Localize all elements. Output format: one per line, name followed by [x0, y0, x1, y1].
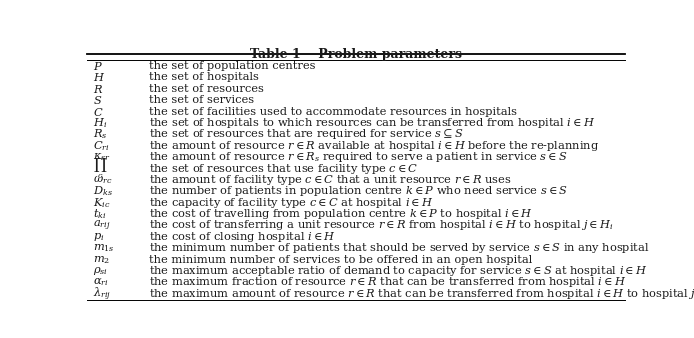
Text: Table 1    Problem parameters: Table 1 Problem parameters	[250, 48, 462, 62]
Text: the set of resources that use facility type $c \in C$: the set of resources that use facility t…	[149, 162, 418, 175]
Text: the capacity of facility type $c \in C$ at hospital $i \in H$: the capacity of facility type $c \in C$ …	[149, 196, 433, 210]
Text: the maximum fraction of resource $r \in R$ that can be transferred from hospital: the maximum fraction of resource $r \in …	[149, 275, 626, 289]
Text: $K_{ic}$: $K_{ic}$	[93, 196, 111, 210]
Text: the cost of travelling from population centre $k \in P$ to hospital $i \in H$: the cost of travelling from population c…	[149, 207, 532, 221]
Text: $\prod_c$: $\prod_c$	[93, 156, 108, 181]
Text: $\kappa_{sr}$: $\kappa_{sr}$	[93, 151, 111, 163]
Text: $\lambda_{rij}$: $\lambda_{rij}$	[93, 285, 112, 303]
Text: the maximum acceptable ratio of demand to capacity for service $s \in S$ at hosp: the maximum acceptable ratio of demand t…	[149, 264, 648, 278]
Text: $a_{rij}$: $a_{rij}$	[93, 218, 111, 233]
Text: the amount of resource $r \in R_s$ required to serve a patient in service $s \in: the amount of resource $r \in R_s$ requi…	[149, 150, 567, 164]
Text: the set of facilities used to accommodate resources in hospitals: the set of facilities used to accommodat…	[149, 106, 516, 117]
Text: the set of population centres: the set of population centres	[149, 61, 315, 71]
Text: the set of hospitals: the set of hospitals	[149, 72, 258, 82]
Text: $S$: $S$	[93, 94, 103, 106]
Text: the cost of transferring a unit resource $r \in R$ from hospital $i \in H$ to ho: the cost of transferring a unit resource…	[149, 218, 613, 233]
Text: the number of patients in population centre $k \in P$ who need service $s \in S$: the number of patients in population cen…	[149, 184, 568, 198]
Text: $C$: $C$	[93, 105, 103, 118]
Text: the set of hospitals to which resources can be transferred from hospital $i \in : the set of hospitals to which resources …	[149, 116, 595, 130]
Text: $\alpha_{ri}$: $\alpha_{ri}$	[93, 276, 109, 288]
Text: the minimum number of services to be offered in an open hospital: the minimum number of services to be off…	[149, 255, 532, 265]
Text: $m_{1s}$: $m_{1s}$	[93, 242, 115, 254]
Text: the set of services: the set of services	[149, 95, 254, 105]
Text: the minimum number of patients that should be served by service $s \in S$ in any: the minimum number of patients that shou…	[149, 241, 649, 255]
Text: $D_{ks}$: $D_{ks}$	[93, 185, 113, 198]
Text: the cost of closing hospital $i \in H$: the cost of closing hospital $i \in H$	[149, 230, 335, 244]
Text: the set of resources that are required for service $s \subseteq S$: the set of resources that are required f…	[149, 127, 463, 141]
Text: $C_{ri}$: $C_{ri}$	[93, 139, 110, 153]
Text: $m_2$: $m_2$	[93, 254, 110, 266]
Text: $R$: $R$	[93, 83, 103, 95]
Text: the set of resources: the set of resources	[149, 84, 264, 94]
Text: $H$: $H$	[93, 71, 105, 83]
Text: $R_s$: $R_s$	[93, 127, 108, 141]
Text: the maximum amount of resource $r \in R$ that can be transferred from hospital $: the maximum amount of resource $r \in R$…	[149, 287, 694, 301]
Text: $\rho_{si}$: $\rho_{si}$	[93, 265, 108, 277]
Text: $\omega_{rc}$: $\omega_{rc}$	[93, 174, 112, 186]
Text: $P$: $P$	[93, 60, 103, 72]
Text: the amount of facility type $c \in C$ that a unit resource $r \in R$ uses: the amount of facility type $c \in C$ th…	[149, 173, 511, 187]
Text: $t_{ki}$: $t_{ki}$	[93, 207, 107, 221]
Text: $p_i$: $p_i$	[93, 231, 105, 243]
Text: the amount of resource $r \in R$ available at hospital $i \in H$ before the re-p: the amount of resource $r \in R$ availab…	[149, 139, 599, 153]
Text: $H_i$: $H_i$	[93, 116, 108, 130]
